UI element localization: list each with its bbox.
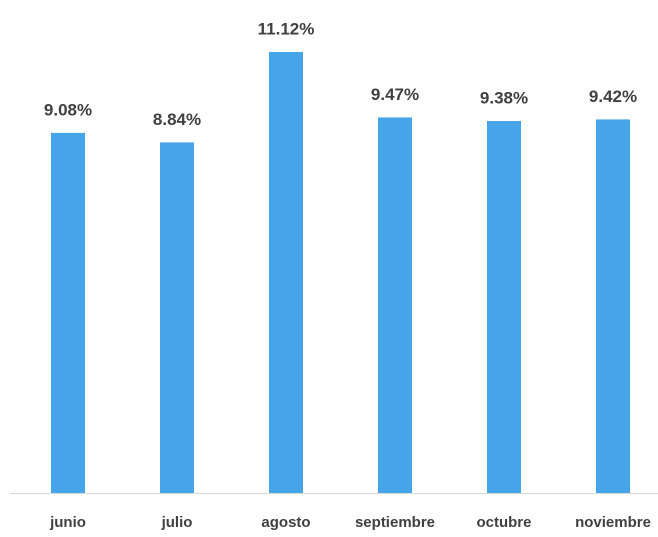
data-label: 9.47% (371, 85, 419, 104)
data-label: 9.38% (480, 88, 528, 107)
data-label: 9.42% (589, 87, 637, 106)
bar (269, 52, 303, 493)
x-tick-label: octubre (476, 514, 531, 531)
bar (378, 117, 412, 493)
data-label: 8.84% (153, 110, 201, 129)
bar (160, 142, 194, 493)
bar (596, 119, 630, 493)
data-label: 11.12% (258, 19, 315, 38)
x-tick-label: noviembre (575, 514, 651, 531)
data-label: 9.08% (44, 100, 92, 119)
x-tick-label: julio (161, 514, 193, 531)
bar (487, 121, 521, 493)
x-tick-label: agosto (261, 514, 310, 531)
x-tick-label: septiembre (355, 514, 435, 531)
bar (51, 132, 85, 493)
x-tick-label: junio (49, 514, 86, 531)
